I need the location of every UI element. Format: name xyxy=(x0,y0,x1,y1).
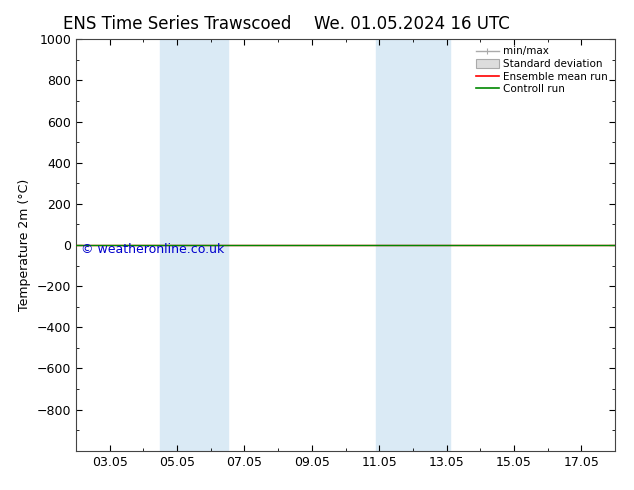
Text: ENS Time Series Trawscoed: ENS Time Series Trawscoed xyxy=(63,15,292,33)
Text: We. 01.05.2024 16 UTC: We. 01.05.2024 16 UTC xyxy=(314,15,510,33)
Y-axis label: Temperature 2m (°C): Temperature 2m (°C) xyxy=(18,179,31,311)
Legend: min/max, Standard deviation, Ensemble mean run, Controll run: min/max, Standard deviation, Ensemble me… xyxy=(474,45,610,97)
Bar xyxy=(376,39,450,451)
Text: © weatheronline.co.uk: © weatheronline.co.uk xyxy=(81,243,224,256)
Bar xyxy=(160,39,228,451)
